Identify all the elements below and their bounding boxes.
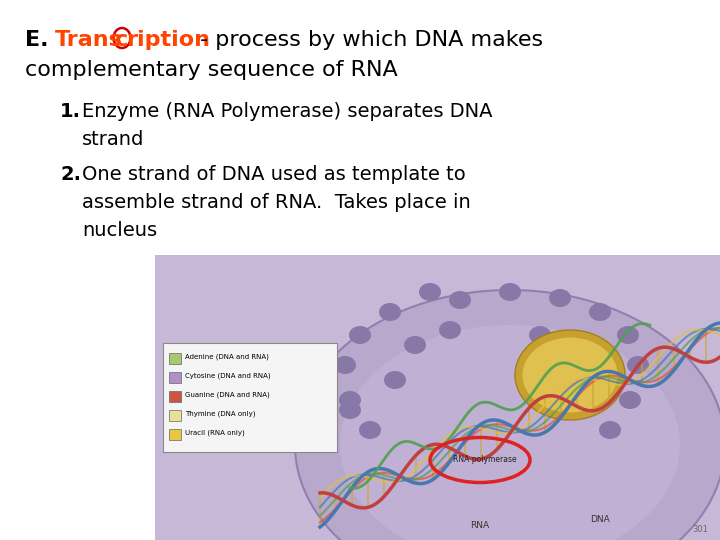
Ellipse shape — [349, 326, 371, 344]
Text: - process by which DNA makes: - process by which DNA makes — [200, 30, 543, 50]
FancyBboxPatch shape — [169, 391, 181, 402]
Text: Trans: Trans — [55, 30, 123, 50]
Ellipse shape — [404, 336, 426, 354]
Text: RNA polymerase: RNA polymerase — [453, 456, 517, 464]
Text: assemble strand of RNA.  Takes place in: assemble strand of RNA. Takes place in — [82, 193, 471, 212]
Ellipse shape — [515, 330, 625, 420]
Ellipse shape — [379, 303, 401, 321]
FancyBboxPatch shape — [169, 353, 181, 364]
Ellipse shape — [339, 401, 361, 419]
FancyBboxPatch shape — [169, 410, 181, 421]
Ellipse shape — [334, 356, 356, 374]
Text: One strand of DNA used as template to: One strand of DNA used as template to — [82, 165, 466, 184]
Ellipse shape — [529, 326, 551, 344]
Ellipse shape — [499, 283, 521, 301]
FancyBboxPatch shape — [169, 429, 181, 440]
Ellipse shape — [419, 283, 441, 301]
Text: strand: strand — [82, 130, 145, 149]
Ellipse shape — [564, 336, 586, 354]
Ellipse shape — [384, 371, 406, 389]
Text: 1.: 1. — [60, 102, 81, 121]
Text: complementary sequence of RNA: complementary sequence of RNA — [25, 60, 397, 80]
Text: Cytosine (DNA and RNA): Cytosine (DNA and RNA) — [185, 373, 271, 379]
Ellipse shape — [617, 326, 639, 344]
Text: ription: ription — [126, 30, 210, 50]
Text: c: c — [115, 30, 128, 50]
Text: Enzyme (RNA Polymerase) separates DNA: Enzyme (RNA Polymerase) separates DNA — [82, 102, 492, 121]
Ellipse shape — [339, 391, 361, 409]
Text: Adenine (DNA and RNA): Adenine (DNA and RNA) — [185, 354, 269, 360]
Text: DNA: DNA — [590, 515, 610, 524]
Ellipse shape — [523, 338, 618, 413]
Ellipse shape — [340, 325, 680, 540]
Ellipse shape — [439, 321, 461, 339]
Text: nucleus: nucleus — [82, 221, 157, 240]
Text: RNA: RNA — [470, 521, 490, 530]
Text: E.: E. — [25, 30, 48, 50]
Ellipse shape — [589, 303, 611, 321]
Ellipse shape — [599, 421, 621, 439]
Ellipse shape — [549, 289, 571, 307]
Ellipse shape — [627, 356, 649, 374]
FancyBboxPatch shape — [163, 343, 337, 452]
Text: 301: 301 — [692, 525, 708, 534]
FancyBboxPatch shape — [155, 255, 720, 540]
Ellipse shape — [449, 291, 471, 309]
Text: Guanine (DNA and RNA): Guanine (DNA and RNA) — [185, 392, 270, 399]
Ellipse shape — [295, 290, 720, 540]
Text: 2.: 2. — [60, 165, 81, 184]
Ellipse shape — [619, 391, 641, 409]
Text: Thymine (DNA only): Thymine (DNA only) — [185, 411, 256, 417]
FancyBboxPatch shape — [169, 372, 181, 383]
Ellipse shape — [359, 421, 381, 439]
Text: Uracil (RNA only): Uracil (RNA only) — [185, 430, 245, 436]
